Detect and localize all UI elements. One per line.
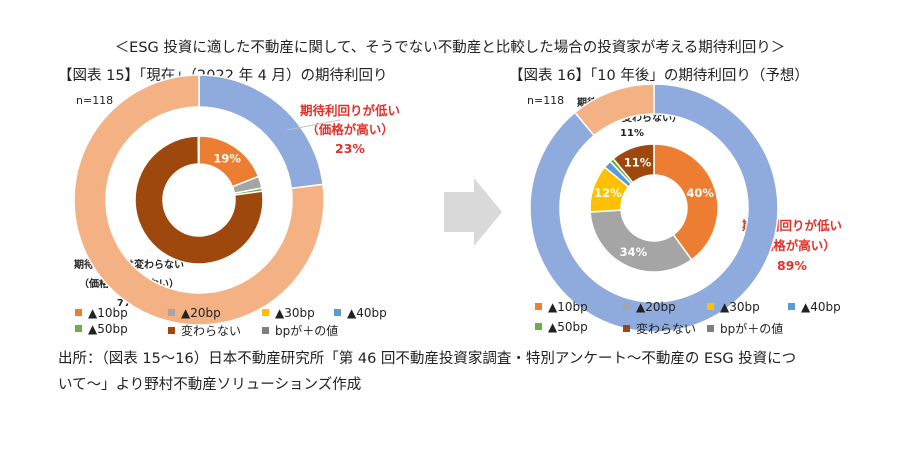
legend-item: bpが＋の値: [707, 320, 783, 337]
chart-15-n-label: n=118: [76, 94, 114, 107]
main-title: ＜ESG 投資に適した不動産に関して、そうでない不動産と比較した場合の投資家が考…: [114, 40, 786, 56]
chart-15-leader-line: [286, 119, 341, 131]
chart-16-title: 【図表 16】「10 年後」の期待利回り（予想）: [509, 68, 809, 84]
legend-swatch: [788, 303, 795, 310]
callout-line1: 期待利回りが低い: [300, 103, 401, 118]
legend-swatch: [623, 303, 630, 310]
chart-15-inner-slice-7: [197, 135, 200, 165]
callout-value: 89%: [777, 258, 807, 273]
legend-swatch: [623, 325, 630, 332]
chart-15-callout-low: 期待利回りが低い （価格が高い） 23%: [300, 101, 400, 158]
legend-label: ▲10bp: [548, 300, 588, 314]
transition-arrow-icon: [444, 178, 502, 246]
source-line-1: 出所：（図表 15～16）日本不動産研究所「第 46 回不動産投資家調査・特別ア…: [58, 351, 797, 367]
legend-item: ▲10bp: [535, 300, 588, 314]
chart-15-outer-slice-1: [198, 74, 324, 190]
legend-label: ▲50bp: [88, 322, 128, 336]
chart-15-inner-data-label: 19%: [213, 152, 241, 166]
legend-label: 変わらない: [636, 322, 697, 336]
legend-label: bpが＋の値: [720, 322, 784, 336]
legend-swatch: [262, 309, 269, 316]
legend-label: ▲50bp: [548, 320, 588, 334]
legend-swatch: [168, 309, 175, 316]
legend-label: bpが＋の値: [275, 324, 339, 338]
legend-swatch: [535, 303, 542, 310]
callout-line2: （価格が高い）: [306, 122, 394, 137]
legend-item: 変わらない: [623, 320, 696, 337]
legend-item: ▲30bp: [262, 306, 315, 320]
legend-label: ▲30bp: [720, 300, 760, 314]
callout-value: 11%: [620, 128, 644, 139]
legend-swatch: [707, 303, 714, 310]
legend-item: ▲50bp: [75, 322, 128, 336]
callout-value: 23%: [335, 141, 365, 156]
legend-item: ▲40bp: [334, 306, 387, 320]
legend-label: ▲20bp: [636, 300, 676, 314]
legend-swatch: [535, 323, 542, 330]
legend-swatch: [262, 327, 269, 334]
chart-16-inner-slice-1: [653, 143, 719, 261]
legend-item: ▲10bp: [75, 306, 128, 320]
legend-item: 変わらない: [168, 322, 241, 339]
chart-16-inner-data-label: 12%: [594, 186, 622, 200]
legend-item: ▲50bp: [535, 320, 588, 334]
legend-swatch: [75, 325, 82, 332]
callout-line2: （価格は変わらない）: [582, 113, 682, 124]
legend-label: ▲20bp: [181, 306, 221, 320]
chart-16-inner-data-label: 40%: [686, 186, 714, 200]
chart-16-inner-data-label: 11%: [624, 155, 652, 169]
legend-label: ▲40bp: [801, 300, 841, 314]
legend-item: ▲20bp: [623, 300, 676, 314]
chart-16-n-label: n=118: [527, 94, 565, 107]
chart-16-inner-data-label: 34%: [620, 245, 648, 259]
chart-15-inner-slice-6: [134, 135, 264, 265]
chart-15-outer-slice-2: [73, 74, 325, 326]
legend-item: bpが＋の値: [262, 322, 338, 339]
chart-15-title: 【図表 15】「現在」（2022 年 4 月）の期待利回り: [58, 68, 388, 84]
legend-swatch: [75, 309, 82, 316]
legend-label: ▲30bp: [275, 306, 315, 320]
legend-swatch: [707, 325, 714, 332]
chart-16-inner-slice-2: [589, 209, 693, 273]
legend-label: ▲40bp: [347, 306, 387, 320]
source-line-2: いて～」より野村不動産ソリューションズ作成: [58, 377, 362, 393]
legend-item: ▲20bp: [168, 306, 221, 320]
legend-swatch: [168, 327, 175, 334]
legend-label: ▲10bp: [88, 306, 128, 320]
chart-16-inner-slice-6: [612, 143, 655, 184]
legend-item: ▲40bp: [788, 300, 841, 314]
chart-16-outer-slice-1: [529, 83, 779, 333]
chart-16-outer-slice-2: [573, 83, 655, 137]
legend-item: ▲30bp: [707, 300, 760, 314]
legend-label: 変わらない: [181, 324, 242, 338]
legend-swatch: [334, 309, 341, 316]
